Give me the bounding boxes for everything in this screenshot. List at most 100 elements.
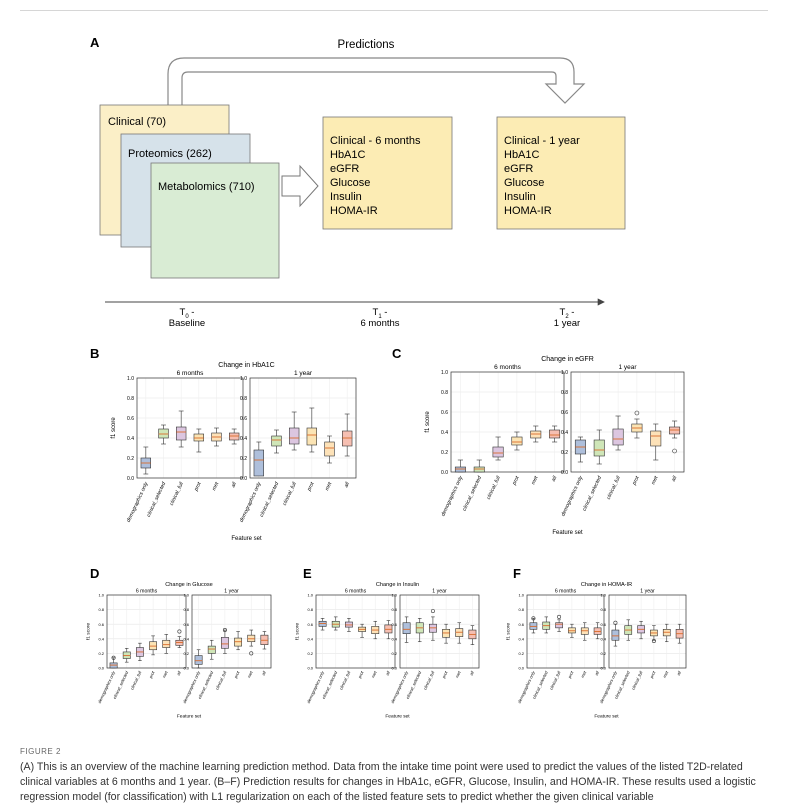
box-clinical-selected [624, 619, 633, 641]
panel-letter: B [90, 346, 99, 361]
box-prot [631, 418, 643, 439]
y-tick-label: 1.0 [518, 593, 524, 598]
box-6m-line-2: eGFR [330, 163, 359, 175]
timeline-t2-label: 1 year [554, 318, 580, 329]
box-body [612, 428, 624, 446]
y-tick-label: 1.0 [561, 370, 568, 376]
x-tick-label: prot [631, 475, 641, 487]
figure-label: FIGURE 2 [20, 747, 61, 756]
x-tick-label: prot [357, 670, 365, 680]
plot-frame [315, 594, 396, 669]
y-tick-label: 0.6 [183, 622, 189, 627]
y-tick-label: 0.8 [391, 607, 397, 612]
x-tick-label: prot [306, 481, 316, 493]
box-body [158, 428, 169, 439]
box-body [229, 432, 240, 441]
x-tick-label: all [230, 481, 238, 489]
top-rule [20, 10, 768, 11]
box-1y-line-2: eGFR [504, 163, 533, 175]
y-tick-label: 0.4 [441, 430, 448, 436]
box-clinical-full [492, 436, 504, 461]
y-tick-label: 0.6 [441, 410, 448, 416]
box-1-year [496, 116, 626, 230]
box-6-months [322, 116, 453, 230]
box-met [162, 634, 171, 654]
box-demographics-only [402, 616, 411, 643]
chart-title: Change in Insulin [376, 582, 419, 588]
y-tick-label: 0.2 [98, 651, 104, 656]
y-tick-label: 0.4 [307, 636, 313, 641]
box-body [194, 655, 203, 665]
box-met [211, 427, 222, 447]
box-body [555, 622, 563, 629]
subplot-title: 6 months [494, 364, 521, 371]
box-clinical-full [612, 415, 624, 451]
box-prot [149, 635, 158, 656]
box-demographics-only [454, 459, 466, 473]
box-met [247, 629, 256, 647]
x-tick-label: prot [648, 670, 656, 680]
x-tick-label: all [594, 669, 601, 676]
y-tick-label: 0.6 [561, 410, 568, 416]
x-tick-label: all [551, 475, 559, 483]
y-tick-label: 0.4 [98, 636, 104, 641]
box-clinical-selected [271, 429, 282, 454]
y-tick-label: 1.0 [183, 593, 189, 598]
box-prot [511, 431, 523, 451]
y-tick-label: 0.0 [561, 470, 568, 476]
x-tick-label: clinical_full [631, 669, 644, 690]
outlier-point [634, 410, 640, 416]
box-prot [234, 631, 243, 651]
x-tick-label: met [324, 481, 333, 492]
box-body [511, 436, 523, 446]
box-met [580, 622, 589, 641]
box-body [176, 426, 187, 441]
y-tick-label: 0.2 [561, 450, 568, 456]
subplot-title: 6 months [555, 589, 577, 595]
box-6m-line-3: Glucose [330, 177, 370, 189]
box-body [253, 449, 264, 477]
x-tick-label: prot [566, 670, 574, 680]
y-tick-label: 0.0 [98, 666, 104, 671]
box-body [193, 433, 204, 442]
x-tick-label: all [671, 475, 679, 483]
panel-letter-a: A [90, 35, 100, 50]
y-tick-label: 1.0 [391, 593, 397, 598]
box-demographics-only [611, 623, 620, 647]
x-tick-label: clinical_full [214, 669, 227, 690]
y-tick-label: 0.4 [518, 636, 524, 641]
x-tick-label: clinical_full [606, 475, 622, 501]
x-tick-label: met [211, 481, 220, 492]
figure-caption: (A) This is an overview of the machine l… [20, 761, 756, 803]
x-tick-label: clinical_full [338, 669, 351, 690]
subplot-title: 6 months [177, 370, 204, 377]
panel-letter: C [392, 346, 402, 361]
x-axis-label: Feature set [385, 714, 410, 720]
x-tick-label: met [662, 670, 670, 679]
plot-frame [136, 377, 244, 479]
y-tick-label: 0.2 [307, 651, 313, 656]
x-tick-label: clinical_full [549, 669, 562, 690]
box-6m-line-5: HOMA-IR [330, 205, 378, 217]
box-demographics-only [194, 649, 203, 669]
figure-canvas: A Predictions Clinical (70) Proteomics (… [85, 35, 687, 720]
x-tick-label: clinical_selected [462, 474, 484, 512]
box-all [468, 625, 477, 645]
y-tick-label: 0.4 [127, 436, 134, 442]
x-tick-label: all [176, 669, 183, 676]
box-demographics-only [253, 441, 264, 477]
box-body [530, 430, 542, 439]
y-tick-label: 0.2 [518, 651, 524, 656]
y-tick-label: 0.0 [183, 666, 189, 671]
plot-frame [191, 594, 272, 669]
x-tick-label: clinical_full [422, 669, 435, 690]
box-body [611, 629, 620, 641]
timeline-t0-label: Baseline [169, 318, 205, 329]
box-demographics-only [140, 446, 151, 475]
outlier-point [430, 609, 435, 614]
y-tick-label: 0.6 [600, 622, 606, 627]
x-tick-label: prot [511, 475, 521, 487]
